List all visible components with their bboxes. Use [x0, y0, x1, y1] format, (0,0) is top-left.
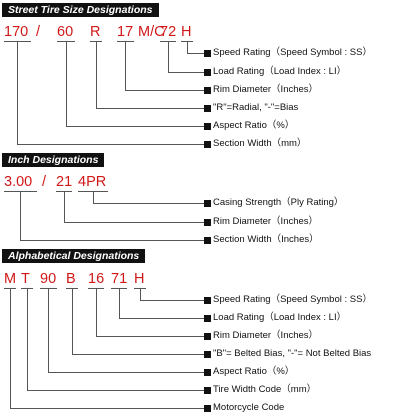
- code-motorcycle: M: [4, 271, 17, 287]
- bullet-square: [204, 386, 211, 394]
- code-aspect-ratio-alpha: 90: [40, 271, 57, 287]
- code-construction: R: [90, 24, 101, 40]
- label-section-width-inch: Section Width（Inches）: [204, 234, 319, 246]
- bullet-square: [204, 140, 211, 148]
- code-mc: M/C: [138, 24, 165, 40]
- bullet-square: [204, 68, 211, 76]
- label-speed-rating-alpha: Speed Rating（Speed Symbol : SS）: [204, 294, 372, 306]
- label-section-width: Section Width（mm）: [204, 138, 306, 150]
- bullet-square: [204, 49, 211, 57]
- code-section-width-inch: 3.00: [4, 174, 33, 190]
- section-header-street: Street Tire Size Designations: [2, 3, 159, 17]
- bullet-square: [204, 236, 211, 244]
- code-belted: B: [66, 271, 76, 287]
- code-load-index: 72: [160, 24, 177, 40]
- label-construction: "R"=Radial, "-"=Bias: [204, 102, 298, 114]
- code-slash-inch: /: [42, 174, 47, 190]
- bullet-square: [204, 104, 211, 112]
- code-rim-diameter: 17: [117, 24, 134, 40]
- label-casing-strength: Casing Strength（Ply Rating）: [204, 197, 343, 209]
- label-aspect-ratio: Aspect Ratio（%）: [204, 120, 294, 132]
- section-header-alpha: Alphabetical Designations: [2, 249, 146, 263]
- bullet-square: [204, 199, 211, 207]
- code-tire-width: T: [21, 271, 30, 287]
- label-rim-diameter-inch: Rim Diameter（Inches）: [204, 216, 318, 228]
- label-load-rating-alpha: Load Rating（Load Index : LI）: [204, 312, 346, 324]
- code-load-index-alpha: 71: [111, 271, 128, 287]
- code-section-width: 170: [4, 24, 29, 40]
- bullet-square: [204, 86, 211, 94]
- code-rim-diameter-inch: 21: [56, 174, 73, 190]
- label-motorcycle-code: Motorcycle Code: [204, 402, 284, 414]
- bullet-square: [204, 332, 211, 340]
- code-rim-diameter-alpha: 16: [88, 271, 105, 287]
- code-slash: /: [36, 24, 41, 40]
- label-speed-rating: Speed Rating（Speed Symbol : SS）: [204, 47, 372, 59]
- section-header-inch: Inch Designations: [2, 153, 105, 167]
- bullet-square: [204, 296, 211, 304]
- bullet-square: [204, 350, 211, 358]
- label-belted-bias: "B"= Belted Bias, "-"= Not Belted Bias: [204, 348, 371, 360]
- bullet-square: [204, 122, 211, 130]
- code-aspect-ratio: 60: [57, 24, 74, 40]
- bullet-square: [204, 368, 211, 376]
- bullet-square: [204, 218, 211, 226]
- label-aspect-ratio-alpha: Aspect Ratio（%）: [204, 366, 294, 378]
- code-speed-symbol: H: [181, 24, 192, 40]
- label-rim-diameter: Rim Diameter（Inches）: [204, 84, 318, 96]
- label-load-rating: Load Rating（Load Index : LI）: [204, 66, 346, 78]
- label-tire-width-code: Tire Width Code（mm）: [204, 384, 316, 396]
- code-ply-rating: 4PR: [78, 174, 107, 190]
- label-rim-diameter-alpha: Rim Diameter（Inches）: [204, 330, 318, 342]
- bullet-square: [204, 314, 211, 322]
- code-speed-symbol-alpha: H: [134, 271, 145, 287]
- bullet-square: [204, 404, 211, 412]
